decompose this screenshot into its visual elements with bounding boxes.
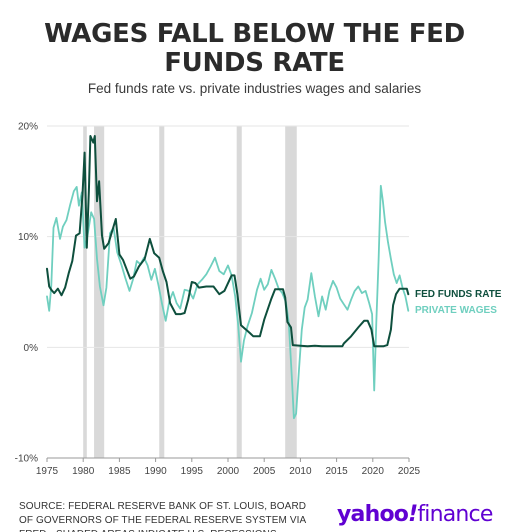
x-tick-label: 2025 [398, 466, 421, 477]
x-tick-label: 2020 [362, 466, 385, 477]
y-tick-label: 10% [18, 232, 38, 243]
recession-band [285, 126, 297, 458]
x-axis-ticks: 1975 1980 1985 1990 1995 2000 2005 2010 2015 2020… [36, 458, 421, 477]
y-tick-label: 0% [24, 343, 39, 354]
series-labels: FED FUNDS RATE PRIVATE WAGES [415, 289, 502, 316]
x-tick-label: 1985 [108, 466, 131, 477]
recession-band [94, 126, 105, 458]
yahoo-finance-logo[interactable]: yahoo!finance [337, 502, 493, 528]
series-lines [46, 135, 410, 420]
private-wages-label: PRIVATE WAGES [415, 305, 497, 316]
x-tick-label: 1990 [144, 466, 167, 477]
y-tick-label: 20% [18, 122, 38, 133]
x-tick-label: 1995 [181, 466, 204, 477]
line-chart: 20% 10% 0% -10% 1975 1980 1985 1990 1995 2000 200… [15, 122, 502, 478]
x-tick-label: 1975 [36, 466, 59, 477]
fed-funds-rate-line [46, 135, 410, 348]
logo-part-a: yahoo [337, 502, 409, 527]
fed-funds-rate-label: FED FUNDS RATE [415, 289, 502, 300]
x-tick-label: 2015 [325, 466, 348, 477]
x-tick-label: 2010 [289, 466, 312, 477]
private-wages-line [46, 184, 410, 420]
chart-subtitle: Fed funds rate vs. private industries wa… [87, 81, 422, 96]
logo-part-b: finance [417, 502, 493, 527]
x-tick-label: 2005 [253, 466, 276, 477]
logo-mark: ! [408, 502, 418, 527]
y-tick-label: -10% [15, 454, 38, 465]
y-axis-ticks: 20% 10% 0% -10% [15, 122, 38, 465]
recession-band [159, 126, 165, 458]
source-note: SOURCE: FEDERAL RESERVE BANK OF ST. LOUI… [19, 501, 307, 532]
chart-title: WAGES FALL BELOW THE FED FUNDS RATE [44, 19, 465, 78]
x-tick-label: 1980 [72, 466, 95, 477]
recession-bands [83, 126, 297, 458]
recession-band [236, 126, 242, 458]
recession-band [83, 126, 87, 458]
x-tick-label: 2000 [217, 466, 240, 477]
